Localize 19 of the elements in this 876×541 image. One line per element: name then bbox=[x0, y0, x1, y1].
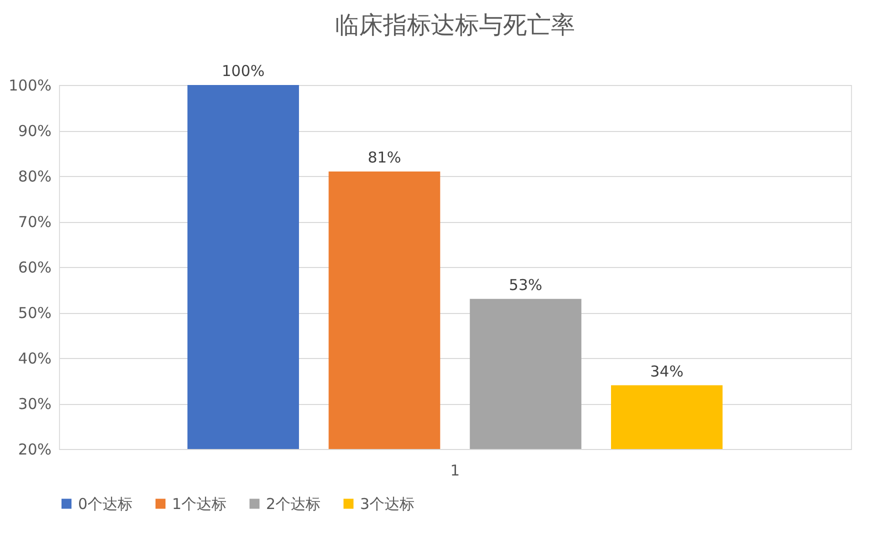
y-tick-label: 20% bbox=[18, 440, 52, 458]
legend-label: 2个达标 bbox=[266, 494, 321, 513]
y-tick-label: 30% bbox=[18, 395, 52, 413]
y-tick-label: 70% bbox=[18, 213, 52, 231]
chart-title: 临床指标达标与死亡率 bbox=[335, 11, 575, 39]
legend-label: 1个达标 bbox=[172, 494, 227, 513]
data-label: 34% bbox=[650, 362, 684, 380]
y-tick-label: 80% bbox=[18, 168, 52, 186]
y-tick-label: 100% bbox=[8, 76, 52, 94]
data-label: 53% bbox=[508, 276, 542, 294]
y-tick-label: 90% bbox=[18, 122, 52, 140]
y-tick-label: 60% bbox=[18, 258, 52, 276]
legend-label: 3个达标 bbox=[360, 494, 415, 513]
data-label: 81% bbox=[368, 148, 402, 166]
data-label: 100% bbox=[222, 62, 265, 80]
legend-label: 0个达标 bbox=[78, 494, 133, 513]
x-tick-label: 1 bbox=[450, 462, 460, 480]
y-tick-label: 40% bbox=[18, 350, 52, 368]
y-tick-label: 50% bbox=[18, 304, 52, 322]
